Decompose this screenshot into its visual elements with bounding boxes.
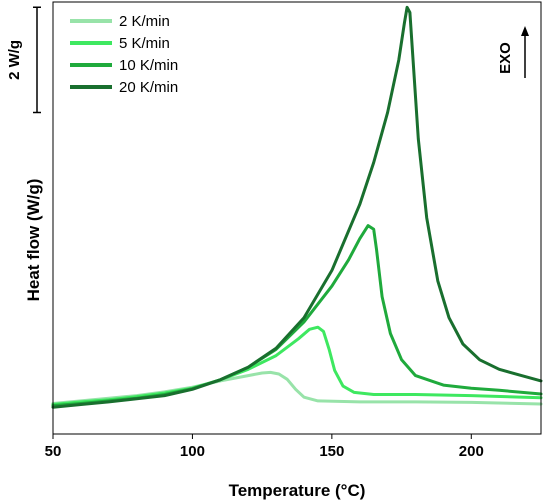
series-line-3	[51, 224, 543, 408]
x-tick-label-100: 100	[180, 443, 205, 460]
y-axis-title: Heat flow (W/g)	[24, 179, 43, 302]
legend-label-4: 20 K/min	[119, 79, 178, 96]
scale-bar-label: 2 W/g	[6, 40, 23, 80]
x-tick-label-150: 150	[319, 443, 344, 460]
exo-indicator: EXO	[497, 26, 529, 78]
series-layer	[51, 5, 543, 409]
legend-label-2: 5 K/min	[119, 35, 170, 52]
series-line-2	[51, 325, 543, 406]
x-axis-title: Temperature (°C)	[229, 481, 366, 500]
legend-label-3: 10 K/min	[119, 57, 178, 74]
scale-bar: 2 W/g	[6, 6, 41, 114]
plot-frame	[52, 1, 542, 435]
exo-label: EXO	[497, 42, 514, 74]
legend: 2 K/min 5 K/min 10 K/min 20 K/min	[70, 13, 178, 96]
exo-arrow-head-icon	[521, 26, 529, 36]
legend-label-1: 2 K/min	[119, 13, 170, 30]
series-line-4	[51, 5, 543, 409]
x-axis: 50 100 150 200	[45, 434, 484, 460]
x-tick-label-200: 200	[459, 443, 484, 460]
x-tick-label-50: 50	[45, 443, 62, 460]
